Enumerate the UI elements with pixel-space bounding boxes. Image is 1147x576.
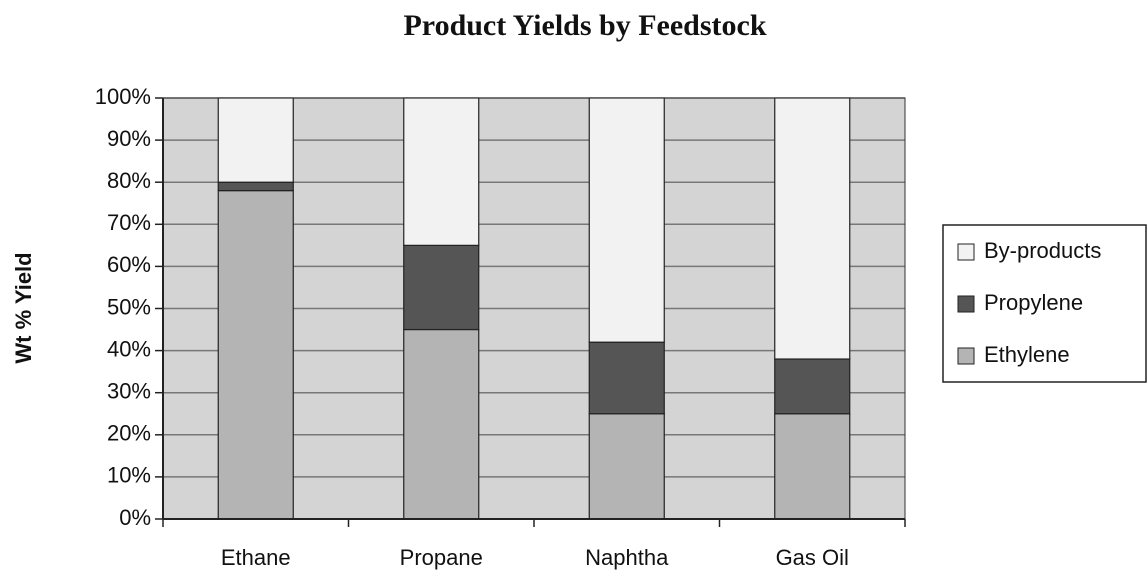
legend-swatch (957, 347, 975, 365)
legend-label: By-products (984, 238, 1101, 263)
legend-label: Propylene (984, 290, 1083, 315)
bar-segment (217, 97, 294, 183)
bar-segment (403, 244, 480, 331)
bar-segment (588, 97, 665, 343)
y-tick-label: 70% (107, 210, 151, 235)
bar-segment (588, 341, 665, 415)
chart-title: Product Yields by Feedstock (403, 9, 766, 42)
y-tick-label: 90% (107, 126, 151, 151)
legend-swatch (957, 243, 975, 261)
bar-segment (774, 413, 851, 520)
bar-segment (774, 358, 851, 415)
legend-label: Ethylene (984, 342, 1070, 367)
bar-segment (403, 97, 480, 246)
y-tick-label: 50% (107, 294, 151, 319)
y-tick-label: 10% (107, 463, 151, 488)
bar-segment (217, 181, 294, 192)
bar-segment (217, 190, 294, 520)
y-tick-label: 0% (119, 505, 151, 530)
x-tick-label: Gas Oil (776, 545, 849, 570)
y-tick-label: 20% (107, 421, 151, 446)
y-tick-label: 80% (107, 168, 151, 193)
x-tick-label: Naphtha (585, 545, 669, 570)
legend-box (942, 224, 1147, 383)
bar-segment (774, 97, 851, 360)
bar-segment (403, 328, 480, 520)
legend-swatch (957, 295, 975, 313)
bar-segment (588, 413, 665, 520)
x-tick-label: Ethane (221, 545, 291, 570)
y-tick-label: 100% (95, 84, 151, 109)
y-axis-label: Wt % Yield (11, 252, 36, 363)
x-tick-label: Propane (400, 545, 483, 570)
y-tick-label: 40% (107, 336, 151, 361)
y-tick-label: 60% (107, 252, 151, 277)
y-tick-label: 30% (107, 379, 151, 404)
